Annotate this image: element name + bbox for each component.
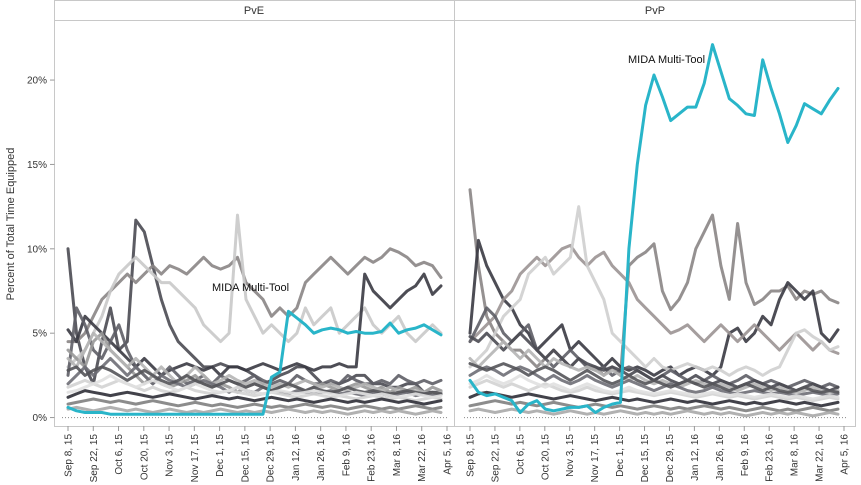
series-line bbox=[66, 306, 443, 386]
x-tick-label: Jan 12, 16 bbox=[291, 434, 302, 481]
series-line bbox=[66, 365, 443, 396]
series-line bbox=[468, 373, 840, 401]
x-tick-label: Jan 12, 16 bbox=[690, 434, 701, 481]
x-tick-label: Dec 15, 15 bbox=[640, 434, 651, 483]
x-tick-label: Sep 8, 15 bbox=[466, 434, 477, 477]
x-axis-ticks-pve: Sep 8, 15 Sep 22, 15 Oct 6, 15 Oct 20, 15 No… bbox=[64, 426, 454, 482]
x-tick-label: Nov 17, 15 bbox=[190, 434, 201, 483]
x-tick-label: Dec 1, 15 bbox=[215, 434, 226, 477]
series-line bbox=[468, 362, 840, 394]
x-tick-label: Sep 22, 15 bbox=[490, 434, 501, 483]
x-tick-label: Nov 3, 15 bbox=[565, 434, 576, 477]
series-line bbox=[468, 205, 840, 377]
y-axis-ticks: 0% 5% 10% 15% 20% bbox=[27, 76, 55, 424]
x-tick-label: Nov 17, 15 bbox=[590, 434, 601, 483]
highlight-series-line bbox=[66, 309, 443, 416]
x-tick-label: Apr 5, 16 bbox=[443, 434, 454, 475]
y-tick-label: 15% bbox=[27, 160, 47, 171]
series-line bbox=[66, 247, 443, 344]
x-tick-label: Feb 23, 16 bbox=[367, 434, 378, 482]
series-line bbox=[468, 188, 840, 377]
highlight-series-line bbox=[468, 43, 840, 414]
x-tick-label: Feb 23, 16 bbox=[765, 434, 776, 482]
x-tick-label: Dec 15, 15 bbox=[240, 434, 251, 483]
y-tick-label: 20% bbox=[27, 76, 47, 87]
x-tick-label: Dec 1, 15 bbox=[615, 434, 626, 477]
x-tick-label: Oct 6, 15 bbox=[114, 434, 125, 475]
series-line bbox=[468, 378, 840, 403]
x-tick-label: Mar 22, 16 bbox=[815, 434, 826, 482]
x-axis-ticks-pvp: Sep 8, 15 Sep 22, 15 Oct 6, 15 Oct 20, 15 No… bbox=[466, 426, 851, 482]
x-tick-label: Sep 8, 15 bbox=[64, 434, 75, 477]
series-line bbox=[66, 389, 443, 406]
x-tick-label: Sep 22, 15 bbox=[89, 434, 100, 483]
y-tick-label: 0% bbox=[33, 413, 48, 424]
x-tick-label: Feb 9, 16 bbox=[341, 434, 352, 477]
x-tick-label: Oct 20, 15 bbox=[540, 434, 551, 481]
series-line bbox=[66, 405, 443, 416]
y-tick-label: 10% bbox=[27, 244, 47, 255]
series-line bbox=[66, 213, 443, 369]
panel-pvp: MIDA Multi-Tool bbox=[464, 43, 846, 419]
series-line bbox=[468, 390, 840, 408]
x-tick-label: Jan 26, 16 bbox=[715, 434, 726, 481]
series-line bbox=[66, 272, 443, 377]
series-line bbox=[66, 373, 443, 399]
series-line bbox=[468, 399, 840, 413]
x-tick-label: Feb 9, 16 bbox=[740, 434, 751, 477]
panel-title-pvp: PvP bbox=[645, 5, 665, 17]
x-tick-label: Dec 29, 15 bbox=[266, 434, 277, 483]
x-tick-label: Mar 22, 16 bbox=[417, 434, 428, 482]
series-line bbox=[66, 397, 443, 411]
x-tick-label: Apr 5, 16 bbox=[840, 434, 851, 475]
x-tick-label: Mar 8, 16 bbox=[790, 434, 801, 477]
panel-title-pve: PvE bbox=[244, 5, 264, 17]
x-tick-label: Jan 26, 16 bbox=[316, 434, 327, 481]
series-line bbox=[66, 331, 443, 396]
x-tick-label: Oct 20, 15 bbox=[139, 434, 150, 481]
series-annotation: MIDA Multi-Tool bbox=[628, 54, 705, 66]
series-line bbox=[468, 238, 840, 377]
series-line bbox=[468, 407, 840, 418]
x-tick-label: Nov 3, 15 bbox=[165, 434, 176, 477]
y-tick-label: 5% bbox=[33, 329, 48, 340]
y-axis-label: Percent of Total Time Equipped bbox=[5, 148, 17, 301]
x-tick-label: Dec 29, 15 bbox=[665, 434, 676, 483]
x-tick-label: Oct 6, 15 bbox=[515, 434, 526, 475]
panel-pve: MIDA Multi-Tool bbox=[62, 213, 449, 419]
series-line bbox=[468, 243, 840, 355]
x-tick-label: Mar 8, 16 bbox=[392, 434, 403, 477]
series-annotation: MIDA Multi-Tool bbox=[212, 282, 289, 294]
chart-frame bbox=[54, 0, 856, 427]
